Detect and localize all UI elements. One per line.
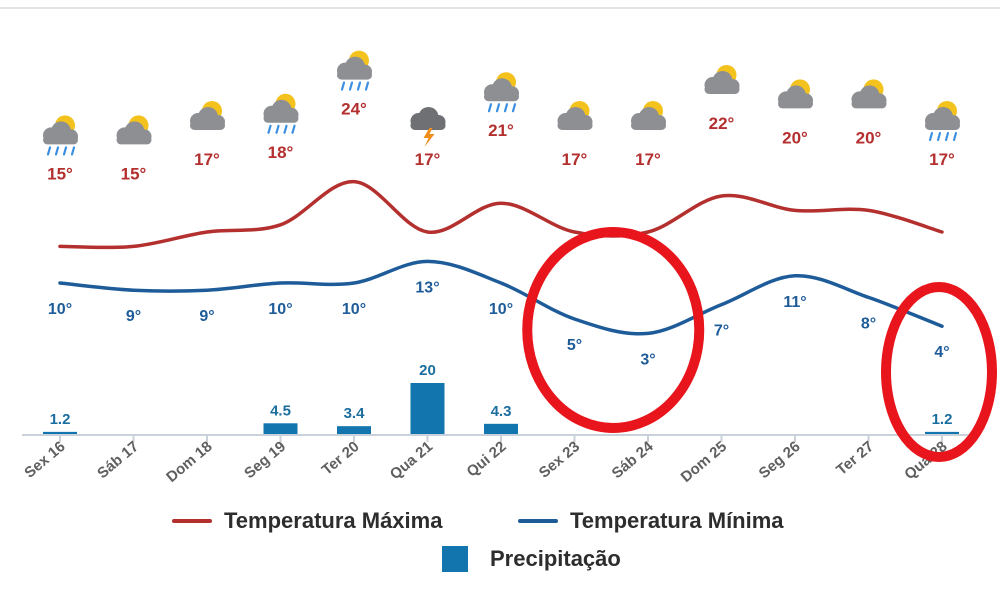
x-tick-label: Dom 25 [678, 438, 730, 486]
precip-bar [263, 423, 298, 435]
min-temp-label: 9° [199, 308, 214, 325]
max-temp-label: 15° [47, 164, 73, 183]
cloud-sun-icon [190, 101, 225, 130]
max-temp-line [58, 179, 944, 250]
min-temp-line [58, 259, 944, 336]
weather-icons [43, 50, 960, 156]
x-tick-label: Seg 19 [241, 438, 289, 482]
min-temp-labels: 10° 9° 9° 10° 10° 13° 10° 5° 3° 7° 11° 8° 4° [48, 279, 950, 368]
max-temp-label: 20° [856, 128, 882, 147]
max-temp-label: 21° [488, 121, 514, 140]
precip-bar [410, 383, 445, 435]
cloud-sun-icon [557, 101, 593, 130]
legend-precip-label: Precipitação [490, 546, 621, 571]
precip-bar [43, 431, 77, 435]
temperature-lines [58, 179, 944, 336]
legend-min-swatch [518, 519, 558, 523]
precip-bar [925, 431, 959, 435]
precipitation-bars: 1.2 4.5 3.4 20 4.3 1.2 [43, 362, 959, 435]
min-temp-label: 9° [126, 308, 141, 325]
min-temp-label: 10° [268, 301, 292, 318]
max-temp-label: 22° [709, 114, 735, 133]
x-tick-label: Qua 21 [387, 438, 436, 483]
min-temp-label: 11° [783, 294, 806, 311]
max-temp-label: 18° [268, 143, 294, 162]
cloud-sun-icon [851, 79, 887, 109]
cloud-sun-icon [778, 79, 813, 109]
x-tick-label: Ter 27 [833, 438, 877, 479]
precip-label: 4.5 [270, 402, 291, 419]
max-temp-label: 15° [121, 164, 147, 183]
legend-max-label: Temperatura Máxima [224, 508, 443, 533]
precip-label: 20 [419, 362, 436, 379]
highlight-circle-sex23-sab24 [522, 227, 705, 433]
rain-sun-icon [337, 50, 372, 91]
legend-precip-swatch [442, 546, 468, 572]
legend-max: Temperatura Máxima [172, 508, 442, 534]
rain-sun-icon [484, 72, 519, 113]
highlight-annotations [522, 227, 997, 462]
x-tick-label: Sex 23 [536, 438, 583, 482]
min-temp-label: 10° [342, 301, 366, 318]
highlight-circle-qua28 [881, 282, 997, 462]
legend-min: Temperatura Mínima [518, 508, 784, 534]
legend-min-label: Temperatura Mínima [570, 508, 784, 533]
legend-max-swatch [172, 519, 212, 523]
max-temp-label: 17° [929, 150, 955, 169]
x-tick-label: Sáb 24 [609, 438, 657, 483]
max-temp-label: 17° [635, 150, 661, 169]
legend-precip: Precipitação [442, 546, 621, 572]
precip-label: 1.2 [50, 411, 71, 428]
x-tick-label: Sex 16 [21, 438, 68, 482]
min-temp-label: 7° [714, 323, 729, 340]
min-temp-label: 10° [48, 301, 72, 318]
max-temp-label: 17° [194, 150, 220, 169]
precip-label: 1.2 [932, 411, 953, 428]
min-temp-label: 3° [640, 351, 655, 368]
x-tick-label: Dom 18 [163, 438, 215, 486]
cloud-sun-icon [631, 101, 666, 130]
min-temp-label: 10° [489, 301, 513, 318]
min-temp-label: 5° [567, 337, 582, 354]
rain-sun-icon [263, 93, 299, 134]
cloud-sun-icon [116, 115, 152, 145]
min-temp-label: 8° [861, 315, 876, 332]
precip-label: 4.3 [491, 403, 512, 420]
thunderstorm-icon [410, 107, 446, 147]
x-axis: Sex 16 Sáb 17 Dom 18 Seg 19 Ter 20 Qua 21 Qui … [21, 434, 978, 486]
precip-label: 3.4 [344, 405, 366, 422]
max-temp-labels: 15° 15° 17° 18° 24° 17° 21° 17° 17° 22° 20° 20° 17° [47, 100, 955, 184]
min-temp-label: 13° [415, 279, 439, 296]
max-temp-label: 24° [341, 100, 367, 119]
max-temp-label: 17° [562, 150, 588, 169]
cloud-sun-icon [704, 65, 740, 94]
precip-bar [484, 423, 518, 435]
x-tick-label: Ter 20 [319, 438, 363, 479]
x-tick-label: Qui 22 [464, 438, 510, 481]
max-temp-label: 17° [415, 150, 441, 169]
x-tick-label: Seg 26 [756, 438, 804, 482]
rain-sun-icon [925, 101, 960, 142]
precip-bar [337, 426, 371, 435]
rain-sun-icon [43, 115, 78, 156]
max-temp-label: 20° [782, 128, 808, 147]
min-temp-label: 4° [934, 344, 949, 361]
x-tick-label: Sáb 17 [94, 438, 142, 482]
